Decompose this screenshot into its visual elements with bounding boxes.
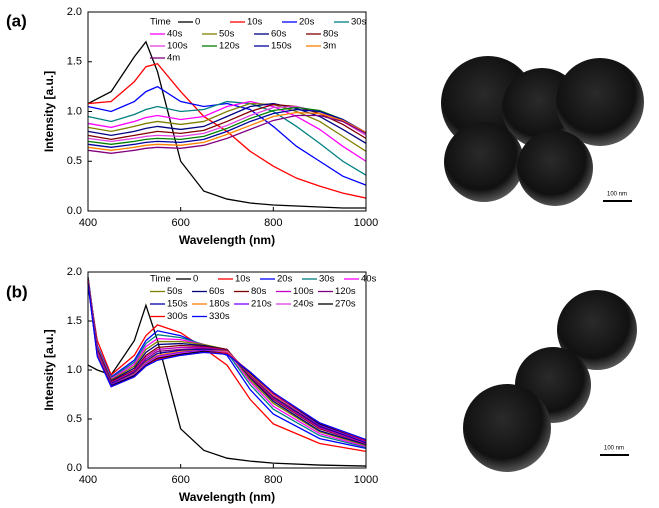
y-tick-label: 1.0 bbox=[67, 364, 82, 376]
legend-title: Time bbox=[150, 274, 171, 285]
legend-label: 40s bbox=[361, 274, 377, 285]
legend-label: 60s bbox=[271, 29, 287, 40]
particle bbox=[517, 130, 593, 206]
x-tick-label: 1000 bbox=[354, 217, 378, 229]
y-tick-label: 0.0 bbox=[67, 205, 82, 217]
x-tick-label: 600 bbox=[171, 474, 189, 486]
series-line bbox=[87, 102, 367, 144]
series-line bbox=[87, 40, 366, 209]
legend-label: 270s bbox=[335, 299, 356, 310]
legend-label: 50s bbox=[219, 29, 235, 40]
tem-image: 100 nm bbox=[463, 290, 637, 472]
line-chart: 400 600 800 1000 0.0 0.5 1.0 1.5 2.0 Wavelength (… bbox=[42, 266, 378, 504]
y-axis-title: Intensity [a.u.] bbox=[42, 71, 56, 152]
x-axis-title: Wavelength (nm) bbox=[179, 233, 275, 247]
x-tick-label: 1000 bbox=[354, 474, 378, 486]
legend-label: 0 bbox=[195, 17, 200, 28]
panel-label: (b) bbox=[6, 282, 28, 301]
y-tick-label: 1.5 bbox=[67, 56, 82, 68]
series-line bbox=[87, 106, 367, 145]
x-tick-label: 800 bbox=[264, 474, 282, 486]
legend-label: 300s bbox=[167, 311, 188, 322]
legend: Time 0 10s 20s 30s 40s 50s 60s 80s 100s 120s 150s 18… bbox=[150, 274, 377, 322]
scale-bar-label: 100 nm bbox=[607, 192, 627, 198]
series-line bbox=[87, 111, 367, 151]
particle bbox=[444, 122, 524, 202]
particle bbox=[556, 58, 644, 146]
legend: Time 0 10s 20s 30s 40s 50s 60s 80s 100s 120s 150s 3m… bbox=[150, 17, 367, 64]
x-axis-title: Wavelength (nm) bbox=[179, 490, 275, 504]
legend-label: 210s bbox=[251, 299, 272, 310]
legend-label: 80s bbox=[323, 29, 339, 40]
particle bbox=[463, 384, 551, 472]
legend-label: 4m bbox=[167, 53, 180, 64]
x-tick-label: 400 bbox=[79, 217, 97, 229]
x-tick-label: 800 bbox=[264, 217, 282, 229]
legend-label: 20s bbox=[277, 274, 293, 285]
series-line bbox=[87, 103, 367, 141]
legend-label: 100s bbox=[167, 41, 188, 52]
y-axis-title: Intensity [a.u.] bbox=[42, 329, 56, 410]
legend-label: 40s bbox=[167, 29, 183, 40]
legend-label: 150s bbox=[271, 41, 292, 52]
legend-title: Time bbox=[150, 17, 171, 28]
y-tick-label: 1.0 bbox=[67, 105, 82, 117]
series-line bbox=[87, 102, 367, 152]
legend-label: 120s bbox=[219, 41, 240, 52]
series-line bbox=[87, 281, 367, 452]
legend-label: 180s bbox=[209, 299, 230, 310]
series-line bbox=[87, 63, 367, 199]
y-tick-label: 2.0 bbox=[67, 266, 82, 278]
panel-label: (a) bbox=[6, 11, 27, 30]
series-line bbox=[87, 303, 367, 467]
legend-label: 80s bbox=[251, 286, 267, 297]
legend-label: 240s bbox=[293, 299, 314, 310]
legend-label: 30s bbox=[351, 17, 367, 28]
legend-label: 20s bbox=[299, 17, 315, 28]
legend-label: 10s bbox=[247, 17, 263, 28]
y-tick-label: 1.5 bbox=[67, 315, 82, 327]
legend-label: 120s bbox=[335, 286, 356, 297]
series-line bbox=[87, 283, 367, 441]
legend-label: 330s bbox=[209, 311, 230, 322]
legend-label: 30s bbox=[319, 274, 335, 285]
line-chart: 400 600 800 1000 0.0 0.5 1.0 1.5 2.0 Wavelength (… bbox=[42, 6, 378, 247]
series-line bbox=[87, 108, 367, 148]
y-tick-label: 0.0 bbox=[67, 462, 82, 474]
tem-image: 100 nm bbox=[441, 56, 644, 206]
x-tick-label: 600 bbox=[171, 217, 189, 229]
y-tick-label: 2.0 bbox=[67, 6, 82, 18]
y-tick-label: 0.5 bbox=[67, 413, 82, 425]
scale-bar-label: 100 nm bbox=[604, 446, 624, 452]
legend-label: 10s bbox=[235, 274, 251, 285]
series-line bbox=[87, 114, 367, 154]
x-tick-label: 400 bbox=[79, 474, 97, 486]
legend-label: 50s bbox=[167, 286, 183, 297]
legend-label: 0 bbox=[193, 274, 198, 285]
y-tick-label: 0.5 bbox=[67, 155, 82, 167]
legend-label: 3m bbox=[323, 41, 336, 52]
legend-label: 100s bbox=[293, 286, 314, 297]
series-line bbox=[87, 100, 367, 162]
legend-label: 150s bbox=[167, 299, 188, 310]
series-line bbox=[87, 100, 367, 176]
particle bbox=[557, 290, 637, 370]
legend-label: 60s bbox=[209, 286, 225, 297]
